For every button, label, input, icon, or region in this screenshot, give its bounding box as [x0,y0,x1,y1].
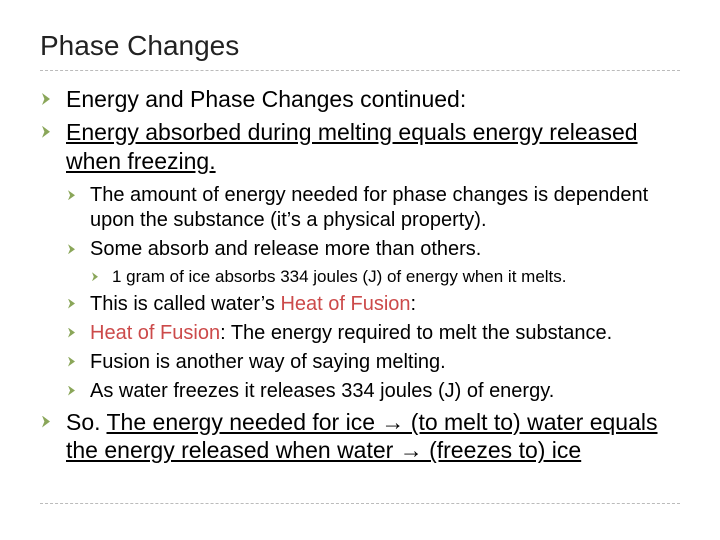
bullet-list-level3: 1 gram of ice absorbs 334 joules (J) of … [90,266,680,287]
l1-text: Energy and Phase Changes continued: [66,86,466,112]
l1-item: So. The energy needed for ice → (to melt… [40,408,680,466]
l2-text: The amount of energy needed for phase ch… [90,184,648,231]
l1-text-underline: Energy absorbed during melting equals en… [66,119,638,174]
title-divider [40,70,680,71]
l2-item: This is called water’s Heat of Fusion: [66,292,680,317]
slide-title: Phase Changes [40,30,680,62]
footer-divider [40,503,680,504]
l3-item: 1 gram of ice absorbs 334 joules (J) of … [90,266,680,287]
l2-item: Some absorb and release more than others… [66,237,680,287]
bullet-list-level1: Energy and Phase Changes continued: Ener… [40,85,680,465]
l2-text: Fusion is another way of saying melting. [90,351,446,373]
l2-text-accent: Heat of Fusion [280,293,410,315]
l2-text: As water freezes it releases 334 joules … [90,380,554,402]
l3-text: 1 gram of ice absorbs 334 joules (J) of … [112,267,567,286]
l2-text: Some absorb and release more than others… [90,238,481,260]
l2-item: The amount of energy needed for phase ch… [66,183,680,233]
l1-text-pre: So. [66,409,107,435]
l2-item: As water freezes it releases 334 joules … [66,379,680,404]
l2-text-post: : [411,293,417,315]
l2-text-pre: This is called water’s [90,293,280,315]
l2-text-accent: Heat of Fusion [90,322,220,344]
l1-text-underline: The energy needed for ice → (to melt to)… [66,409,658,464]
l1-item: Energy and Phase Changes continued: [40,85,680,114]
bullet-list-level2: The amount of energy needed for phase ch… [66,183,680,403]
l2-item: Fusion is another way of saying melting. [66,350,680,375]
l2-item: Heat of Fusion: The energy required to m… [66,321,680,346]
l2-text-post: : The energy required to melt the substa… [220,322,612,344]
l1-item: Energy absorbed during melting equals en… [40,118,680,404]
